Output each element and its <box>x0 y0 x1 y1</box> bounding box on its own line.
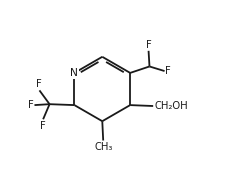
Text: F: F <box>146 40 151 50</box>
Text: F: F <box>165 66 171 76</box>
Text: CH₂OH: CH₂OH <box>154 101 188 111</box>
Text: CH₃: CH₃ <box>94 142 112 152</box>
Text: F: F <box>36 79 41 89</box>
Text: N: N <box>70 68 78 78</box>
Text: F: F <box>28 100 33 110</box>
Text: F: F <box>40 121 46 131</box>
